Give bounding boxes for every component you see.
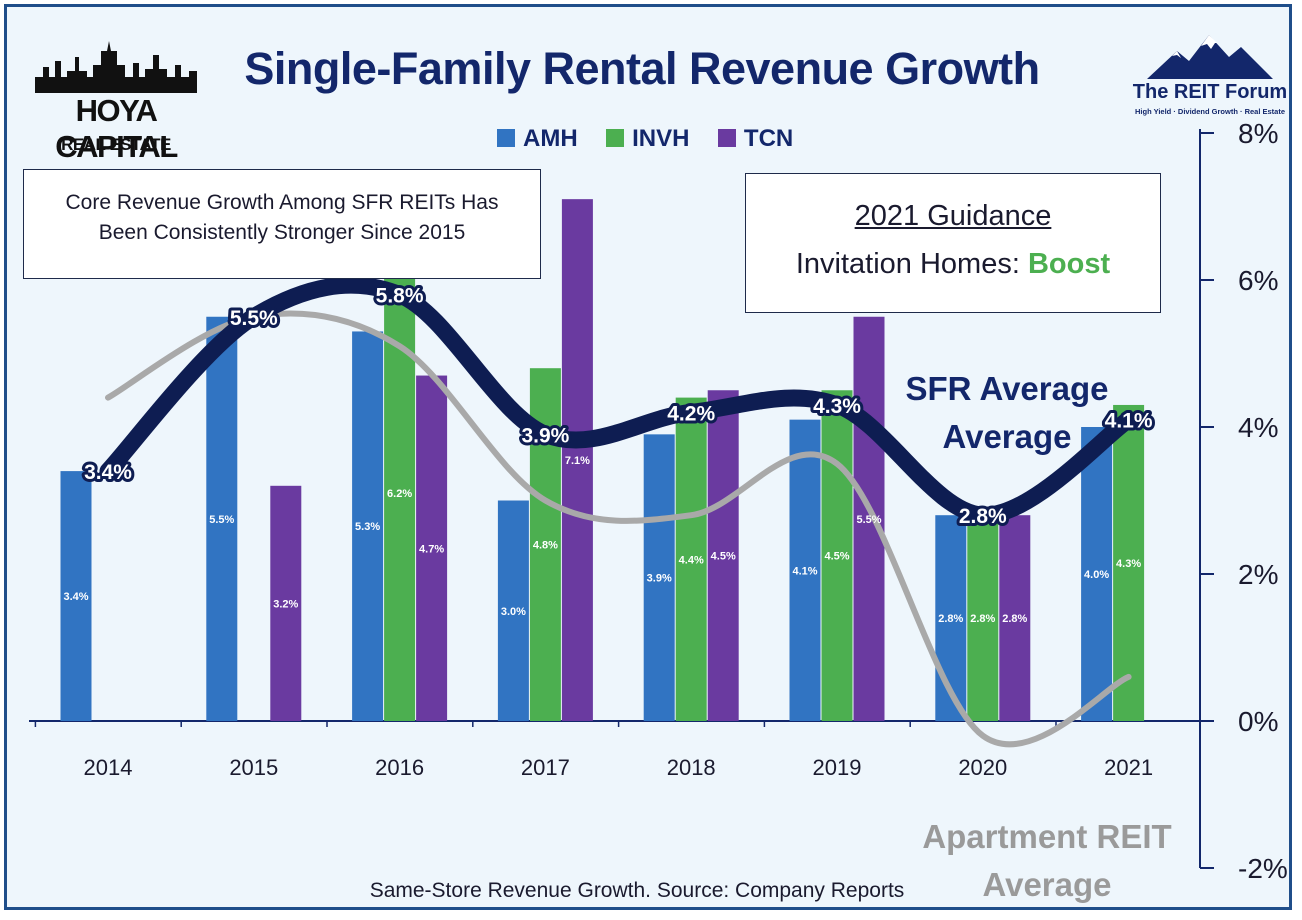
bar-tcn — [561, 199, 593, 721]
bar-label-invh: 4.3% — [1116, 558, 1141, 570]
bar-label-invh: 4.8% — [533, 540, 558, 552]
apartment-average-label: Apartment REIT Average — [907, 813, 1187, 909]
bar-label-invh: 4.4% — [679, 554, 704, 566]
bar-label-invh: 2.8% — [970, 613, 995, 625]
sfr-point-label: 3.4% — [84, 461, 132, 484]
logo-right-name: The REIT Forum — [1132, 81, 1288, 103]
hoya-capital-logo: HOYA CAPITAL REAL ESTATE — [31, 37, 201, 164]
legend-swatch-invh — [606, 129, 625, 147]
bar-label-tcn: 3.2% — [273, 598, 298, 610]
bar-amh — [60, 471, 92, 721]
logo-left-line1: HOYA CAPITAL — [55, 93, 178, 164]
bar-amh — [206, 316, 238, 721]
legend-item-tcn: TCN — [717, 125, 794, 153]
chart-frame: 2014 2015 2016 2017 2018 2019 2020 2021 -2% 0% 2% 4… — [4, 4, 1292, 910]
sfr-point-label: 5.8% — [376, 285, 424, 308]
chart-canvas: 2014 2015 2016 2017 2018 2019 2020 2021 -2% 0% 2% 4… — [29, 118, 1288, 884]
sfr-point-label: 4.3% — [813, 395, 861, 418]
bar-label-amh: 3.4% — [63, 591, 88, 603]
sfr-point-label: 3.9% — [521, 424, 569, 447]
bar-tcn — [999, 515, 1031, 721]
sfr-point-label: 2.8% — [959, 505, 1007, 528]
sfr-point-label: 4.1% — [1105, 410, 1153, 433]
annotation-line1: Core Revenue Growth Among SFR REITs Has — [65, 191, 499, 214]
guidance-box: 2021 Guidance Invitation Homes: Boost — [745, 173, 1161, 313]
sfr-label-line1: SFR Average — [905, 370, 1109, 407]
guidance-highlight: Boost — [1027, 248, 1111, 280]
bar-amh — [352, 331, 384, 721]
annotation-line2: Been Consistently Stronger Since 2015 — [98, 221, 466, 244]
logo-left-line2: REAL ESTATE — [61, 135, 171, 154]
x-tick-label: 2021 — [1104, 755, 1153, 780]
legend-item-amh: AMH — [497, 125, 578, 153]
bar-label-tcn: 4.5% — [711, 551, 736, 563]
bar-invh — [967, 515, 999, 721]
x-tick-label: 2018 — [667, 755, 716, 780]
y-tick-label: 4% — [1238, 412, 1278, 443]
guidance-heading: 2021 Guidance — [854, 200, 1052, 232]
bar-label-tcn: 5.5% — [856, 514, 881, 526]
reit-forum-logo: The REIT Forum High Yield · Dividend Gro… — [1125, 31, 1295, 123]
skyline-icon — [35, 41, 197, 93]
bar-label-amh: 3.9% — [647, 573, 672, 585]
bar-amh — [789, 419, 821, 721]
x-tick-label: 2019 — [813, 755, 862, 780]
chart-legend: AMH INVH TCN — [497, 125, 817, 153]
bar-label-tcn: 7.1% — [565, 455, 590, 467]
bar-label-amh: 4.1% — [792, 565, 817, 577]
sfr-average-line — [99, 276, 1138, 524]
sfr-average-label: SFR Average Average — [887, 365, 1127, 461]
guidance-text: Invitation Homes: — [795, 248, 1028, 280]
x-tick-label: 2014 — [84, 755, 133, 780]
bar-amh — [497, 500, 529, 721]
apt-label-line1: Apartment REIT — [922, 818, 1172, 855]
legend-swatch-tcn — [717, 129, 736, 147]
logo-right-tagline: High Yield · Dividend Growth · Real Esta… — [1134, 107, 1286, 116]
bar-tcn — [707, 390, 739, 721]
sfr-point-label: 5.5% — [230, 307, 278, 330]
sfr-label-line2: Average — [942, 418, 1072, 455]
bar-tcn — [853, 316, 885, 721]
bar-label-invh: 6.2% — [387, 488, 412, 500]
legend-label-invh: INVH — [632, 125, 690, 152]
x-tick-label: 2020 — [958, 755, 1007, 780]
bar-label-amh: 2.8% — [938, 613, 963, 625]
x-tick-label: 2015 — [229, 755, 278, 780]
apartment-average-line — [105, 310, 1132, 748]
legend-label-tcn: TCN — [743, 125, 794, 152]
y-tick-label: -2% — [1238, 853, 1288, 884]
legend-label-amh: AMH — [523, 125, 578, 152]
y-tick-label: 8% — [1238, 118, 1278, 149]
bar-label-amh: 4.0% — [1084, 569, 1109, 581]
bar-tcn — [416, 375, 448, 721]
bar-amh — [643, 434, 675, 721]
bar-invh — [675, 397, 707, 721]
legend-item-invh: INVH — [606, 125, 689, 153]
y-tick-label: 0% — [1238, 706, 1278, 737]
x-tick-label: 2017 — [521, 755, 570, 780]
bar-invh — [821, 390, 853, 721]
bar-invh — [1113, 404, 1145, 721]
sfr-point-label: 4.2% — [667, 402, 715, 425]
bar-label-tcn: 4.7% — [419, 543, 444, 555]
legend-swatch-amh — [497, 129, 515, 147]
annotation-box: Core Revenue Growth Among SFR REITs Has … — [23, 169, 541, 279]
mountain-icon — [1147, 35, 1273, 79]
bar-label-tcn: 2.8% — [1002, 613, 1027, 625]
bar-amh — [1081, 427, 1113, 721]
bar-label-amh: 5.3% — [355, 521, 380, 533]
bar-label-invh: 4.5% — [824, 551, 849, 563]
bar-label-amh: 3.0% — [501, 606, 526, 618]
x-tick-label: 2016 — [375, 755, 424, 780]
y-tick-label: 2% — [1238, 559, 1278, 590]
guidance-text-row: Invitation Homes: Boost — [746, 248, 1160, 281]
apt-label-line2: Average — [982, 866, 1112, 903]
bar-tcn — [270, 485, 302, 721]
source-note: Same-Store Revenue Growth. Source: Compa… — [369, 879, 905, 902]
y-tick-label: 6% — [1238, 265, 1278, 296]
bar-label-amh: 5.5% — [209, 514, 234, 526]
chart-title: Single-Family Rental Revenue Growth — [244, 43, 1040, 94]
